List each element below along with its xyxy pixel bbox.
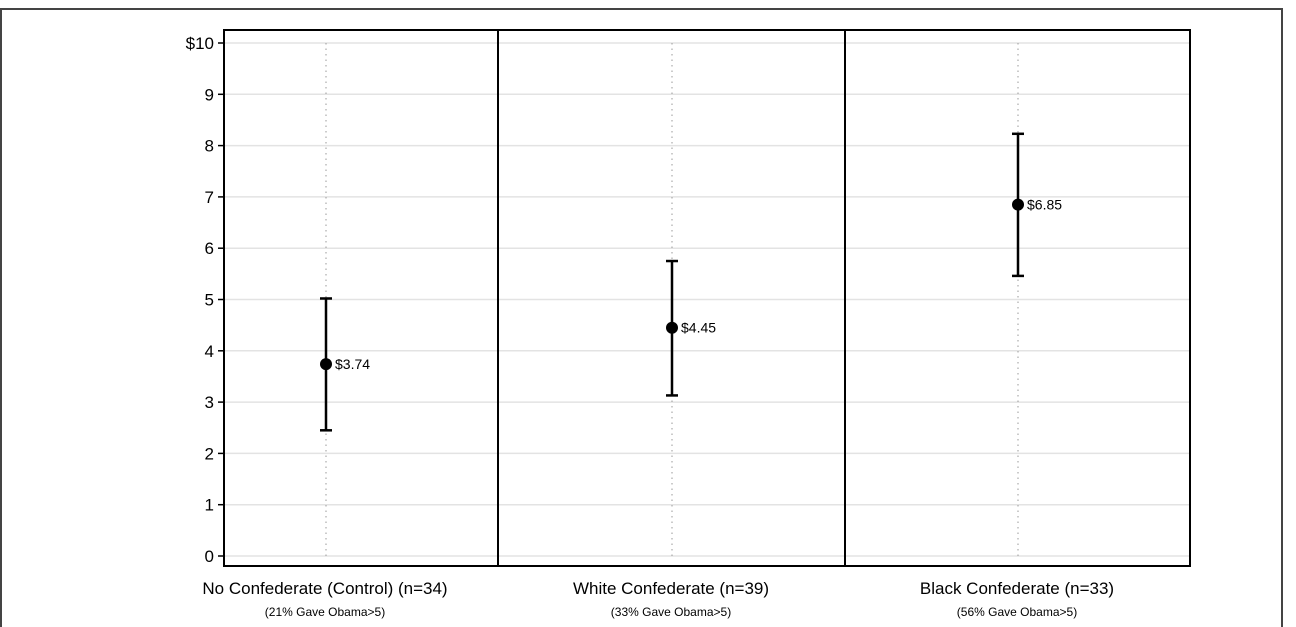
plot-border (223, 29, 1191, 567)
figure-top-border (0, 8, 1282, 10)
figure-left-border (0, 8, 2, 627)
x-category-sublabel: (33% Gave Obama>5) (611, 605, 731, 619)
x-category-sublabel: (21% Gave Obama>5) (265, 605, 385, 619)
y-tick-label: 8 (205, 137, 214, 156)
mean-point (1012, 198, 1024, 211)
x-category-label: White Confederate (n=39) (573, 579, 769, 598)
data-label: $3.74 (335, 356, 370, 372)
data-label: $6.85 (1027, 197, 1062, 213)
y-tick-label: 6 (205, 239, 214, 258)
x-category-label: No Confederate (Control) (n=34) (202, 579, 447, 598)
y-tick-label: $10 (186, 34, 214, 53)
data-label: $4.45 (681, 320, 716, 336)
y-tick-label: 7 (205, 188, 214, 207)
y-tick-label: 3 (205, 393, 214, 412)
x-category-label: Black Confederate (n=33) (920, 579, 1114, 598)
figure-right-border (1281, 8, 1283, 627)
y-tick-label: 1 (205, 496, 214, 515)
y-tick-label: 0 (205, 547, 214, 566)
y-tick-label: 9 (205, 85, 214, 104)
mean-point (666, 321, 678, 334)
y-tick-label: 4 (205, 342, 214, 361)
y-tick-label: 5 (205, 291, 214, 310)
y-tick-label: 2 (205, 444, 214, 463)
mean-point (320, 358, 332, 371)
x-category-sublabel: (56% Gave Obama>5) (957, 605, 1077, 619)
